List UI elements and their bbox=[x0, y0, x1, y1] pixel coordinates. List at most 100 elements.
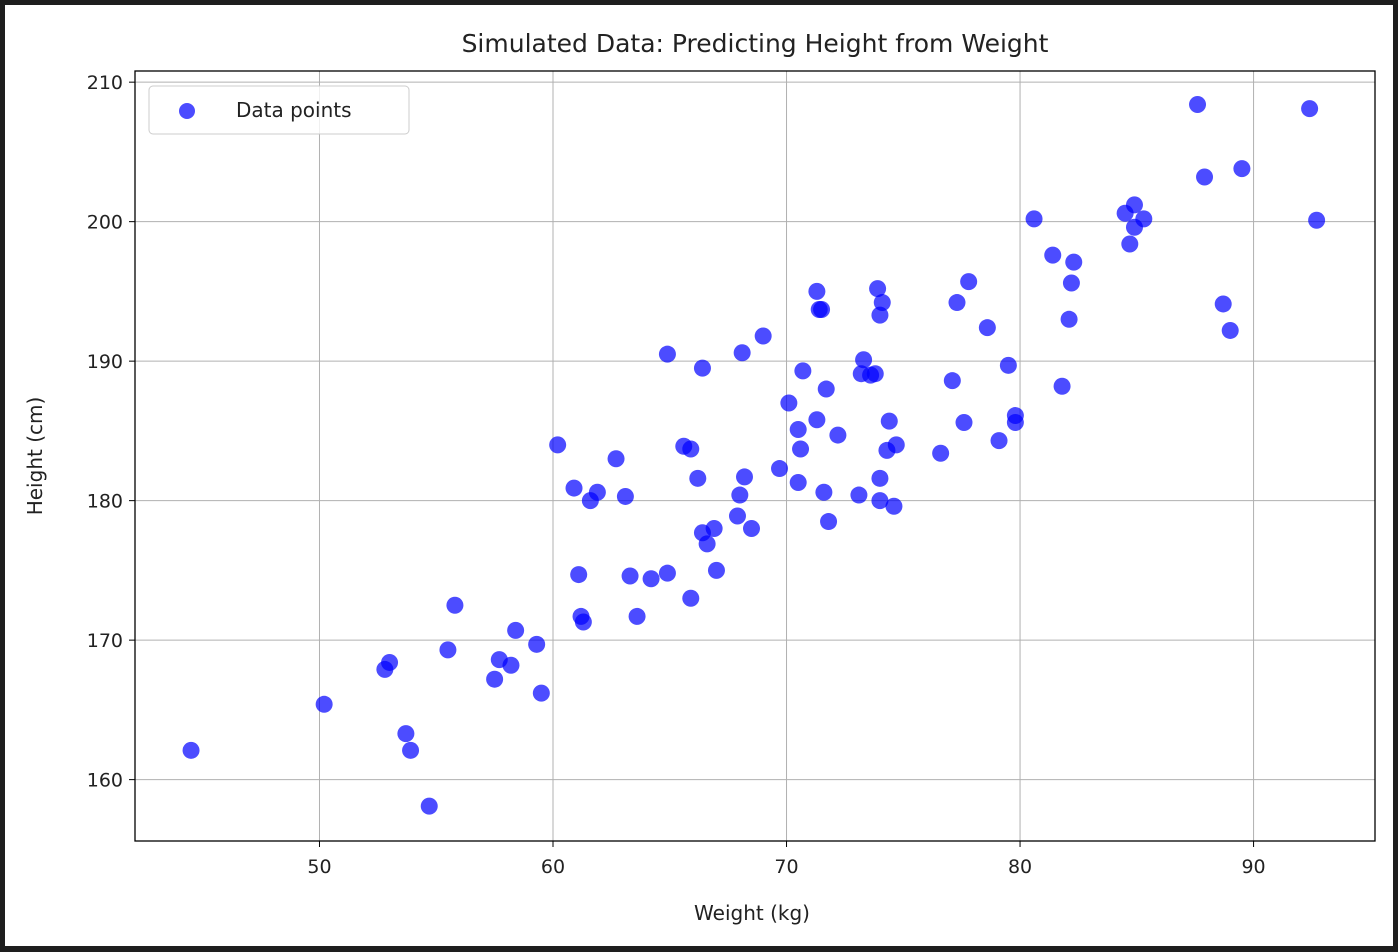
data-point bbox=[1062, 274, 1080, 292]
y-tick-label: 210 bbox=[87, 72, 123, 94]
data-point bbox=[1025, 210, 1043, 228]
data-point bbox=[742, 520, 760, 538]
data-point bbox=[932, 444, 950, 462]
data-point bbox=[698, 535, 716, 553]
data-point bbox=[1308, 211, 1326, 229]
data-point bbox=[565, 479, 583, 497]
data-point bbox=[1301, 100, 1319, 118]
data-point bbox=[731, 486, 749, 504]
data-point bbox=[1044, 246, 1062, 264]
data-point bbox=[705, 520, 723, 538]
data-point bbox=[528, 635, 546, 653]
data-point bbox=[1125, 196, 1143, 214]
data-point bbox=[507, 621, 525, 639]
data-point bbox=[829, 426, 847, 444]
data-point bbox=[990, 432, 1008, 450]
data-point bbox=[1065, 253, 1083, 271]
data-point bbox=[733, 344, 751, 362]
data-point bbox=[871, 469, 889, 487]
data-point bbox=[402, 741, 420, 759]
x-tick-label: 50 bbox=[307, 856, 331, 878]
data-point bbox=[820, 513, 838, 531]
data-point bbox=[607, 450, 625, 468]
data-point bbox=[397, 725, 415, 743]
data-point bbox=[808, 282, 826, 300]
data-point bbox=[871, 492, 889, 510]
data-point bbox=[880, 412, 898, 430]
data-point bbox=[658, 345, 676, 363]
data-point bbox=[446, 596, 464, 614]
ticks: 50 60 70 80 90 160 170 180 190 200 210 bbox=[87, 72, 1266, 878]
data-points bbox=[182, 95, 1326, 815]
data-point bbox=[689, 469, 707, 487]
data-point bbox=[549, 436, 567, 454]
data-point bbox=[532, 684, 550, 702]
x-tick-label: 80 bbox=[1008, 856, 1032, 878]
data-point bbox=[866, 365, 884, 383]
data-point bbox=[754, 327, 772, 345]
data-point bbox=[999, 356, 1017, 374]
y-tick-label: 170 bbox=[87, 630, 123, 652]
data-point bbox=[1053, 377, 1071, 395]
data-point bbox=[789, 474, 807, 492]
data-point bbox=[978, 319, 996, 337]
data-point bbox=[682, 589, 700, 607]
data-point bbox=[808, 411, 826, 429]
y-tick-label: 180 bbox=[87, 491, 123, 513]
data-point bbox=[960, 273, 978, 291]
legend-label: Data points bbox=[236, 98, 352, 122]
data-point bbox=[682, 440, 700, 458]
data-point bbox=[1233, 160, 1251, 178]
x-axis-label: Weight (kg) bbox=[694, 901, 810, 925]
legend: Data points bbox=[148, 85, 410, 135]
data-point bbox=[792, 440, 810, 458]
data-point bbox=[621, 567, 639, 585]
data-point bbox=[616, 487, 634, 505]
data-point bbox=[943, 372, 961, 390]
y-tick-label: 200 bbox=[87, 212, 123, 234]
legend-box bbox=[148, 85, 410, 135]
data-point bbox=[628, 607, 646, 625]
data-point bbox=[780, 394, 798, 412]
data-point bbox=[658, 564, 676, 582]
data-point bbox=[815, 483, 833, 501]
data-point bbox=[948, 294, 966, 312]
data-point bbox=[728, 507, 746, 525]
data-point bbox=[771, 460, 789, 478]
plot-area-border bbox=[134, 70, 1376, 842]
y-axis-label: Height (cm) bbox=[23, 397, 47, 516]
data-point bbox=[486, 670, 504, 688]
data-point bbox=[1121, 235, 1139, 253]
data-point bbox=[1006, 414, 1024, 432]
data-point bbox=[869, 280, 887, 298]
chart-title: Simulated Data: Predicting Height from W… bbox=[462, 29, 1049, 58]
data-point bbox=[574, 613, 592, 631]
data-point bbox=[642, 570, 660, 588]
data-point bbox=[850, 486, 868, 504]
data-point bbox=[1060, 310, 1078, 328]
data-point bbox=[420, 797, 438, 815]
data-point bbox=[1189, 95, 1207, 113]
x-tick-label: 70 bbox=[774, 856, 798, 878]
data-point bbox=[855, 351, 873, 369]
data-point bbox=[794, 362, 812, 380]
data-point bbox=[439, 641, 457, 659]
y-tick-label: 160 bbox=[87, 770, 123, 792]
legend-marker bbox=[179, 103, 195, 119]
x-tick-label: 60 bbox=[541, 856, 565, 878]
data-point bbox=[735, 468, 753, 486]
data-point bbox=[817, 380, 835, 398]
data-point bbox=[1135, 210, 1153, 228]
data-point bbox=[1221, 321, 1239, 339]
x-tick-label: 90 bbox=[1241, 856, 1265, 878]
y-tick-label: 190 bbox=[87, 351, 123, 373]
data-point bbox=[873, 294, 891, 312]
data-point bbox=[315, 695, 333, 713]
grid bbox=[135, 71, 1375, 841]
data-point bbox=[1214, 295, 1232, 313]
data-point bbox=[707, 561, 725, 579]
data-point bbox=[887, 436, 905, 454]
data-point bbox=[588, 483, 606, 501]
data-point bbox=[693, 359, 711, 377]
